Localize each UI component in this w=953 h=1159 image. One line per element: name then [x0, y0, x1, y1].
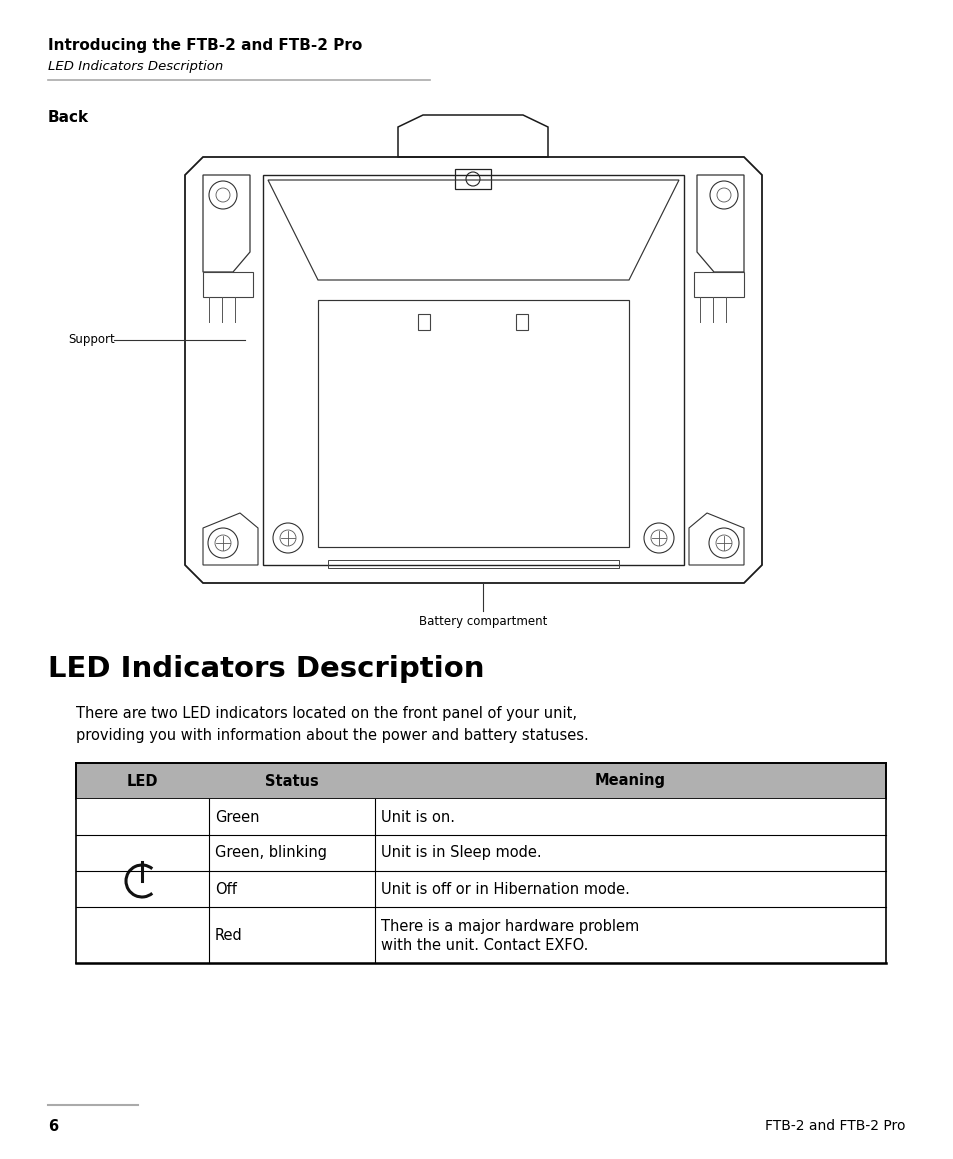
Text: Battery compartment: Battery compartment: [418, 615, 547, 628]
Text: Support: Support: [68, 334, 114, 347]
Text: Status: Status: [265, 773, 318, 788]
Bar: [417, 314, 430, 330]
Bar: [203, 272, 253, 297]
Text: LED Indicators Description: LED Indicators Description: [48, 655, 484, 683]
Bar: [76, 799, 885, 834]
Bar: [516, 314, 527, 330]
Text: providing you with information about the power and battery statuses.: providing you with information about the…: [76, 728, 588, 743]
Text: Introducing the FTB-2 and FTB-2 Pro: Introducing the FTB-2 and FTB-2 Pro: [48, 38, 362, 53]
Text: Off: Off: [214, 882, 236, 897]
Bar: [328, 560, 618, 568]
Text: Unit is in Sleep mode.: Unit is in Sleep mode.: [380, 846, 541, 860]
Bar: [76, 907, 885, 963]
Bar: [693, 272, 743, 297]
Text: LED: LED: [126, 773, 157, 788]
Text: Back: Back: [48, 110, 89, 125]
Text: There is a major hardware problem: There is a major hardware problem: [380, 918, 639, 933]
Text: Green, blinking: Green, blinking: [214, 846, 327, 860]
Bar: [76, 763, 885, 799]
Text: Meaning: Meaning: [594, 773, 665, 788]
Text: Unit is off or in Hibernation mode.: Unit is off or in Hibernation mode.: [380, 882, 629, 897]
Text: There are two LED indicators located on the front panel of your unit,: There are two LED indicators located on …: [76, 706, 577, 721]
Text: LED Indicators Description: LED Indicators Description: [48, 60, 223, 73]
Bar: [455, 169, 491, 189]
Text: Red: Red: [214, 927, 242, 942]
Text: Green: Green: [214, 809, 259, 824]
Text: FTB-2 and FTB-2 Pro: FTB-2 and FTB-2 Pro: [764, 1118, 905, 1134]
Bar: [76, 834, 885, 872]
Text: 6: 6: [48, 1118, 58, 1134]
Bar: [317, 300, 628, 547]
Text: Unit is on.: Unit is on.: [380, 809, 455, 824]
Bar: [76, 872, 885, 907]
Text: with the unit. Contact EXFO.: with the unit. Contact EXFO.: [380, 938, 588, 953]
Bar: [263, 175, 683, 564]
